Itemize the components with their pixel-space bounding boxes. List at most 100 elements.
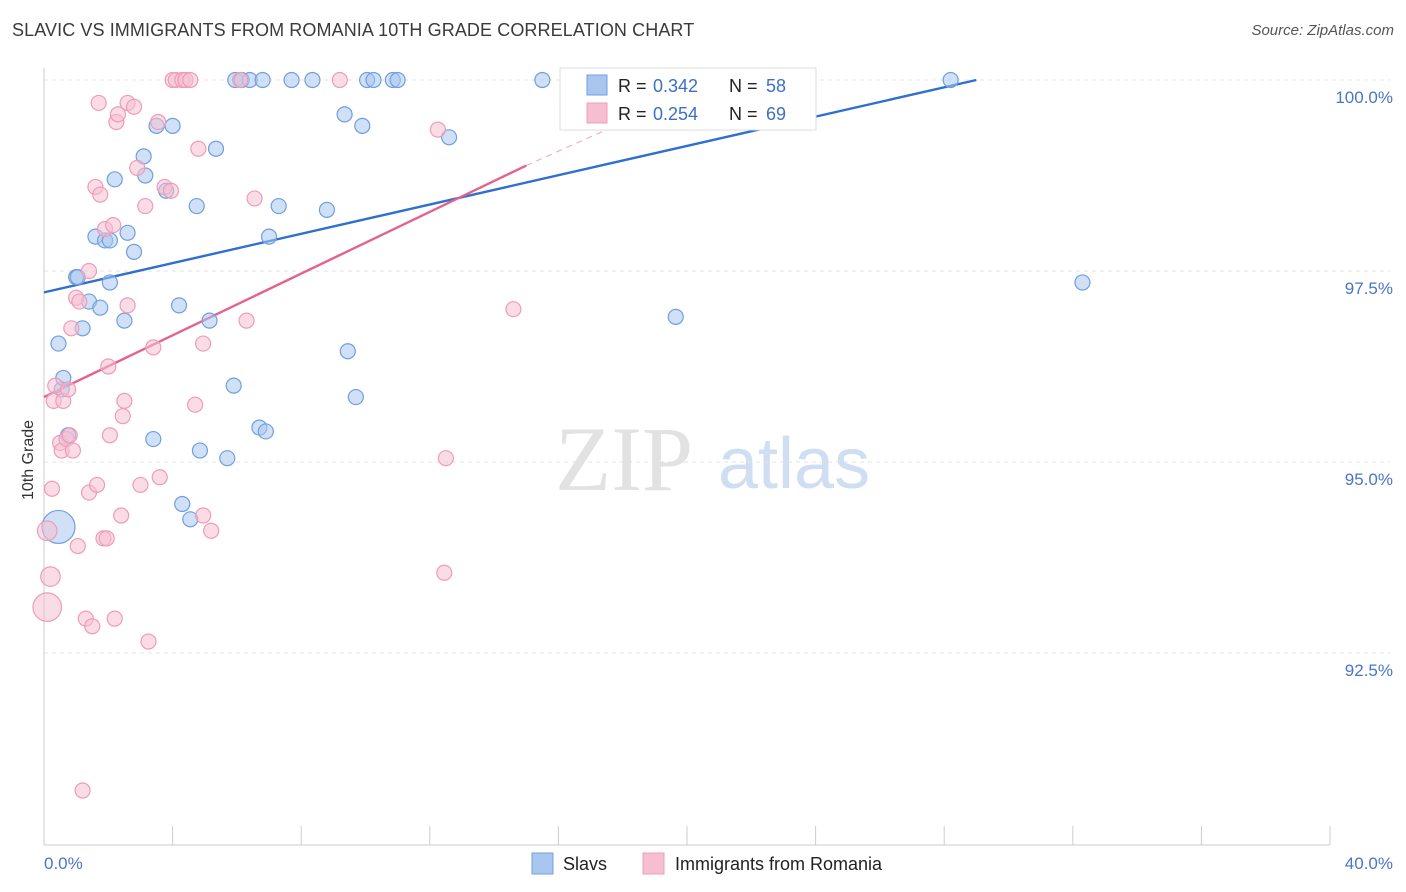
legend-r-value-slavs: 0.342 [653, 76, 698, 96]
romania-point-62 [246, 190, 263, 207]
romania-trend-line [43, 164, 527, 399]
slavs-point-44 [339, 343, 356, 360]
slavs-point-41 [304, 71, 321, 89]
romania-point-64 [429, 121, 446, 138]
romania-point-20 [80, 262, 98, 280]
legend-n-label-slavs: N = [729, 76, 758, 96]
romania-trend-extension [526, 129, 607, 167]
romania-point-13 [64, 442, 82, 459]
slavs-point-28 [191, 442, 209, 459]
romania-point-29 [100, 358, 117, 375]
legend-n-value-romania: 69 [766, 104, 786, 124]
romania-point-25 [92, 186, 109, 203]
y-tick-label-95: 95.0% [1345, 470, 1393, 489]
slavs-point-40 [283, 71, 300, 89]
romania-point-34 [109, 106, 127, 123]
bottom-legend-label-slavs: Slavs [563, 854, 607, 874]
slavs-point-48 [365, 71, 382, 89]
slavs-point-23 [164, 117, 181, 134]
romania-point-47 [150, 113, 167, 131]
legend-r-value-romania: 0.254 [653, 104, 698, 124]
axes [43, 68, 1331, 846]
data-points [32, 71, 1091, 799]
slavs-trend-line [43, 78, 977, 294]
romania-point-37 [116, 392, 133, 409]
trend-lines [43, 78, 977, 399]
slavs-point-51 [440, 129, 458, 146]
slavs-point-24 [170, 297, 188, 314]
romania-point-10 [60, 381, 77, 398]
legend-r-label-slavs: R = [618, 76, 647, 96]
legend-swatch-romania [586, 102, 608, 124]
romania-point-3 [43, 480, 61, 497]
romania-point-59 [203, 522, 220, 539]
slavs-point-17 [116, 312, 133, 329]
bottom-legend-swatch-slavs [531, 852, 554, 875]
romania-point-54 [182, 71, 199, 89]
gridlines [44, 79, 1390, 654]
y-tick-label-97-5: 97.5% [1345, 279, 1393, 298]
slavs-point-31 [219, 450, 236, 467]
romania-point-11 [61, 427, 78, 444]
slavs-point-39 [270, 197, 287, 215]
watermark-zip: ZIP [555, 408, 693, 510]
stats-legend: R = 0.342 N = 58 R = 0.254 N = 69 [559, 67, 817, 131]
romania-point-65 [437, 450, 454, 467]
romania-point-61 [238, 312, 255, 329]
romania-point-42 [132, 476, 149, 494]
romania-point-1 [36, 520, 58, 542]
slavs-point-15 [125, 243, 143, 260]
slavs-point-55 [942, 71, 959, 89]
romania-point-23 [88, 476, 106, 494]
romania-point-55 [187, 396, 204, 413]
romania-point-57 [195, 507, 212, 524]
slavs-point-54 [667, 308, 684, 325]
romania-point-67 [505, 301, 522, 318]
slavs-point-46 [354, 117, 371, 134]
romania-point-32 [106, 610, 123, 627]
y-axis-title: 10th Grade [20, 420, 37, 500]
slavs-point-20 [145, 430, 162, 448]
romania-point-30 [101, 427, 119, 444]
romania-point-45 [145, 339, 162, 356]
romania-point-16 [71, 293, 88, 310]
slavs-point-36 [254, 71, 271, 89]
slavs-point-32 [225, 377, 242, 394]
slavs-point-14 [119, 224, 136, 241]
romania-point-40 [125, 98, 143, 115]
y-tick-label-92-5: 92.5% [1345, 661, 1393, 680]
slavs-point-43 [336, 106, 353, 123]
romania-point-66 [436, 564, 453, 581]
legend-r-label-romania: R = [618, 104, 647, 124]
slavs-point-45 [347, 388, 364, 406]
slavs-point-25 [174, 495, 191, 513]
romania-point-36 [114, 408, 131, 425]
romania-point-0 [32, 592, 63, 623]
slavs-point-57 [257, 423, 274, 440]
slavs-point-52 [534, 71, 551, 89]
slavs-point-42 [318, 201, 336, 218]
slavs-point-10 [92, 299, 109, 316]
slavs-point-16 [101, 274, 119, 291]
romania-point-2 [40, 566, 61, 587]
romania-point-38 [119, 297, 136, 314]
romania-point-31 [105, 217, 122, 234]
romania-point-43 [137, 197, 154, 215]
bottom-legend-swatch-romania [642, 852, 665, 875]
series-legend: Slavs Immigrants from Romania [531, 852, 883, 875]
y-tick-label-100: 100.0% [1335, 88, 1393, 107]
romania-point-56 [190, 140, 207, 157]
legend-n-value-slavs: 58 [766, 76, 786, 96]
romania-point-58 [195, 335, 212, 352]
legend-n-label-romania: N = [729, 104, 758, 124]
slavs-point-1 [50, 335, 67, 352]
watermark-atlas: atlas [718, 424, 870, 504]
slavs-point-56 [1074, 274, 1091, 291]
romania-point-21 [84, 618, 101, 635]
x-tick-label-min: 0.0% [44, 854, 83, 873]
romania-point-49 [162, 182, 180, 199]
romania-point-28 [98, 530, 115, 547]
romania-point-60 [232, 71, 249, 89]
romania-point-35 [113, 507, 130, 524]
